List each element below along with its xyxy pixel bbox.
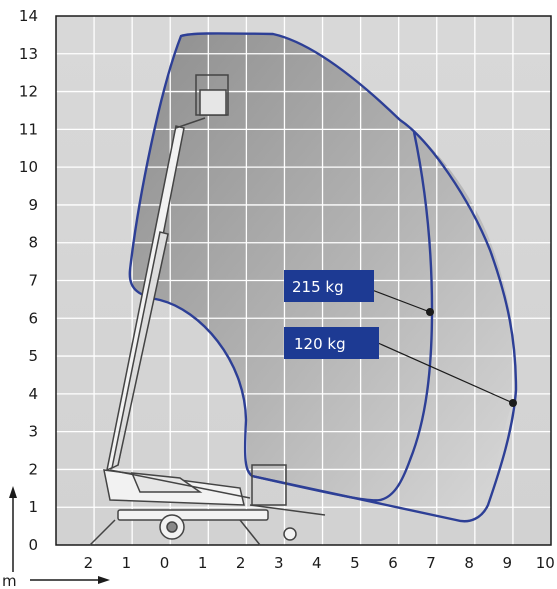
x-axis-tick-labels: 2 1 0 1 2 3 4 5 6 7 8 9 10 [84,554,555,572]
x-tick-label: 8 [464,554,474,572]
y-tick-label: 8 [28,234,38,252]
x-tick-label: 9 [502,554,512,572]
label-box-215kg [284,270,374,302]
y-tick-label: 5 [28,347,38,365]
x-tick-label: 0 [160,554,170,572]
callout-215kg: 215 kg [284,270,434,316]
leader-line-215kg [371,289,431,313]
axis-arrows: m [2,486,110,589]
x-tick-label: 10 [536,554,555,572]
outer-envelope-120kg [128,32,518,523]
x-tick-label: 5 [350,554,360,572]
plot-frame [55,15,552,546]
y-tick-label: 12 [19,83,38,101]
y-tick-label: 7 [28,272,38,290]
y-tick-label: 4 [28,385,38,403]
x-tick-label: 2 [236,554,246,572]
label-text-120kg: 120 kg [294,335,346,353]
inner-envelope-215kg [251,131,434,502]
y-tick-label: 0 [28,536,38,554]
aerial-work-platform [89,74,326,546]
point-215kg [426,308,434,316]
x-tick-label: 1 [122,554,132,572]
y-tick-label: 2 [28,460,38,478]
x-tick-label: 1 [198,554,208,572]
unit-label: m [2,572,17,589]
y-tick-label: 6 [28,309,38,327]
y-tick-label: 3 [28,423,38,441]
label-box-120kg [284,327,379,359]
x-tick-label: 6 [388,554,398,572]
x-tick-label: 4 [312,554,322,572]
y-tick-label: 11 [19,120,38,138]
x-tick-label: 2 [84,554,94,572]
x-tick-label: 3 [274,554,284,572]
y-tick-label: 10 [19,158,38,176]
leader-line-120kg [377,342,514,404]
label-text-215kg: 215 kg [292,278,344,296]
x-tick-label: 7 [426,554,436,572]
horizontal-arrow-head [98,576,110,584]
callout-120kg: 120 kg [284,327,517,407]
y-tick-label: 1 [28,498,38,516]
y-tick-label: 13 [19,45,38,63]
y-tick-label: 9 [28,196,38,214]
vertical-arrow-head [9,486,17,498]
y-tick-label: 14 [19,7,38,25]
point-120kg [509,399,517,407]
